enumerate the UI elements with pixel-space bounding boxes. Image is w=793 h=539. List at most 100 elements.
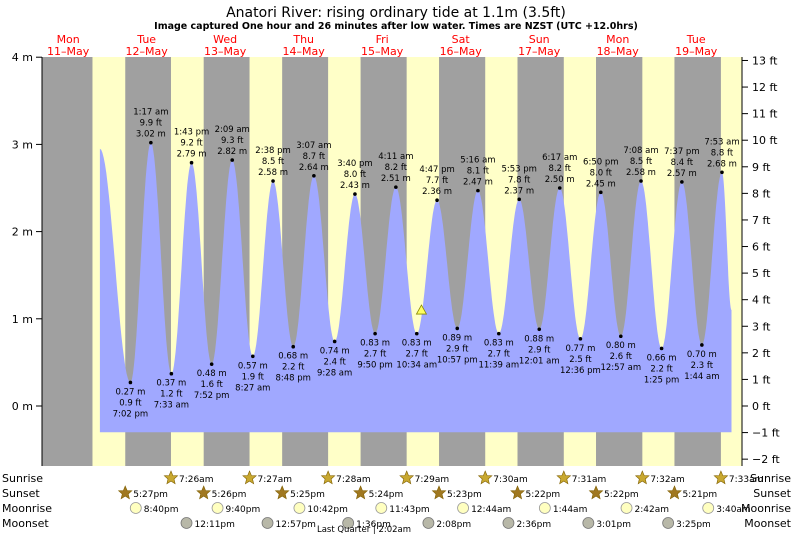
tide-point <box>700 343 704 347</box>
tide-ft-label: 9.9 ft <box>140 119 163 129</box>
ft-tick-label: 9 ft <box>752 161 771 174</box>
tide-ft-label: 2.7 ft <box>406 350 429 360</box>
row-time-label: 5:21pm <box>682 490 717 500</box>
sunset-star-icon <box>196 485 212 500</box>
row-time-label: 7:26am <box>179 475 214 485</box>
m-tick-label: 1 m <box>12 313 33 326</box>
tide-ft-label: 2.5 ft <box>569 355 592 365</box>
tide-ft-label: 8.2 ft <box>385 163 408 173</box>
m-tick-label: 3 m <box>12 138 33 151</box>
ft-tick-label: 8 ft <box>752 187 771 200</box>
moonset-circle-icon <box>582 517 595 529</box>
ft-tick-label: 12 ft <box>752 81 778 94</box>
tide-time-label: 9:28 am <box>317 368 352 378</box>
tide-point <box>230 158 235 162</box>
tide-point <box>476 188 480 193</box>
tide-point <box>720 170 724 175</box>
tide-time-label: 1:17 am <box>133 108 168 118</box>
moonrise-circle-icon <box>702 502 715 514</box>
tide-m-label: 0.37 m <box>156 379 186 389</box>
chart-subtitle: Image captured One hour and 26 minutes a… <box>154 21 638 32</box>
sunset-star-icon <box>510 485 525 500</box>
row-time-label: 12:44am <box>471 505 511 515</box>
tide-point <box>680 180 684 184</box>
tide-ft-label: 2.7 ft <box>364 350 387 360</box>
day-name-label: Sun <box>529 33 550 46</box>
tide-m-label: 0.70 m <box>687 350 717 360</box>
day-date-label: 18–May <box>597 45 640 58</box>
tide-m-label: 0.48 m <box>197 369 227 379</box>
ft-tick-label: 4 ft <box>752 294 771 307</box>
tide-point <box>251 354 255 359</box>
tide-m-label: 0.80 m <box>606 341 636 351</box>
moon-phase-label: Last Quarter | 2:02am <box>317 525 411 535</box>
ft-tick-label: −1 ft <box>752 427 780 440</box>
tide-m-label: 0.77 m <box>565 344 595 354</box>
tide-m-label: 3.02 m <box>136 130 166 140</box>
day-date-label: 17–May <box>518 45 561 58</box>
ft-tick-label: 2 ft <box>752 347 771 360</box>
tide-ft-label: 8.7 ft <box>303 152 326 162</box>
tide-time-label: 10:57 pm <box>437 355 478 365</box>
ft-tick-label: 5 ft <box>752 267 771 280</box>
tide-ft-label: 2.2 ft <box>650 364 673 374</box>
row-time-label: 5:27pm <box>133 490 168 500</box>
day-date-label: 14–May <box>283 45 326 58</box>
tide-time-label: 5:16 am <box>460 156 495 166</box>
tide-ft-label: 2.9 ft <box>446 344 469 354</box>
tide-ft-label: 8.0 ft <box>344 170 367 180</box>
tide-time-label: 12:57 am <box>600 363 641 373</box>
tide-time-label: 7:02 pm <box>113 409 148 419</box>
moonset-circle-icon <box>261 517 274 529</box>
tide-ft-label: 7.7 ft <box>426 176 449 186</box>
tide-water-area <box>99 142 732 433</box>
tide-m-label: 2.47 m <box>463 178 493 188</box>
row-time-label: 5:26pm <box>212 490 247 500</box>
tide-m-label: 0.83 m <box>484 339 514 349</box>
tide-ft-label: 8.4 ft <box>671 158 694 168</box>
night-band <box>42 57 93 466</box>
row-label-left: Sunset <box>2 487 40 500</box>
row-time-label: 2:42am <box>635 505 670 515</box>
row-label-left: Sunrise <box>2 472 43 485</box>
day-name-label: Mon <box>57 33 80 46</box>
moonset-circle-icon <box>502 517 515 529</box>
row-label-right: Sunrise <box>750 472 791 485</box>
tide-ft-label: 8.1 ft <box>467 167 490 177</box>
sunrise-star-icon <box>399 470 415 485</box>
tide-point <box>169 371 174 376</box>
day-name-label: Mon <box>606 33 629 46</box>
ft-tick-label: 11 ft <box>752 108 778 121</box>
day-name-label: Sat <box>452 33 471 46</box>
tide-ft-label: 2.3 ft <box>691 361 714 371</box>
tide-ft-label: 7.8 ft <box>508 175 531 185</box>
moonset-circle-icon <box>662 517 675 529</box>
row-time-label: 5:25pm <box>290 490 325 500</box>
row-time-label: 10:42pm <box>307 505 347 515</box>
moonrise-circle-icon <box>457 502 469 514</box>
tide-time-label: 9:50 pm <box>357 361 392 371</box>
sunrise-star-icon <box>634 470 650 485</box>
day-date-label: 19–May <box>675 45 718 58</box>
tide-ft-label: 2.6 ft <box>610 352 633 362</box>
day-date-label: 11–May <box>47 45 90 58</box>
tide-ft-label: 9.2 ft <box>180 139 203 149</box>
tide-m-label: 2.36 m <box>422 187 452 197</box>
tide-m-label: 2.50 m <box>545 175 575 185</box>
tide-point <box>659 346 664 351</box>
tide-m-label: 0.88 m <box>524 334 554 344</box>
ft-tick-label: 3 ft <box>752 320 771 333</box>
row-label-left: Moonset <box>2 517 49 530</box>
tide-time-label: 2:09 am <box>215 125 250 135</box>
tide-time-label: 12:01 am <box>519 356 560 366</box>
tide-point <box>578 337 583 341</box>
tide-point <box>537 327 542 332</box>
tide-time-label: 7:08 am <box>623 146 658 156</box>
row-time-label: 1:44am <box>553 505 588 515</box>
tide-point <box>291 344 296 349</box>
tide-time-label: 7:52 pm <box>194 391 229 401</box>
tide-time-label: 8:27 am <box>235 383 270 393</box>
sunrise-star-icon <box>320 470 336 485</box>
tide-time-label: 2:38 pm <box>255 146 290 156</box>
tide-ft-label: 2.7 ft <box>488 350 511 360</box>
